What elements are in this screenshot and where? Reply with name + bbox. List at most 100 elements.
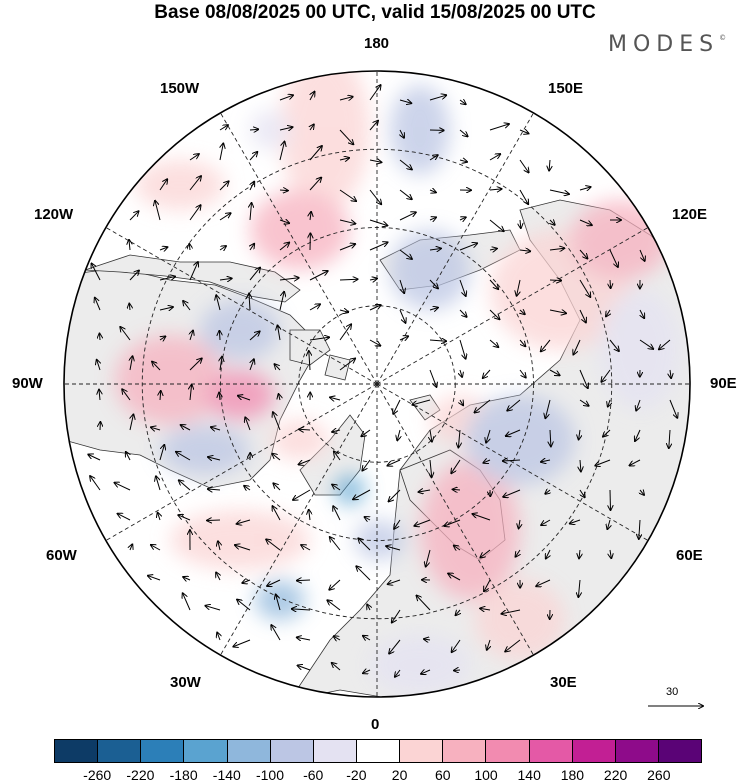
wind-vector	[159, 247, 167, 250]
wind-vector	[454, 670, 461, 671]
wind-vector	[630, 459, 641, 466]
anomaly-blob	[370, 635, 470, 695]
colorbar-swatch	[658, 740, 702, 762]
wind-vector	[394, 519, 401, 529]
colorbar-tick-label: 180	[560, 767, 585, 783]
anomaly-blob	[270, 420, 330, 460]
wind-vector	[609, 339, 619, 351]
wind-vector	[549, 280, 561, 281]
wind-vector	[279, 292, 284, 311]
anomaly-blob	[475, 580, 565, 660]
wind-vector	[293, 489, 311, 500]
colorbar-tick-label: 260	[647, 767, 671, 783]
wind-vector	[607, 519, 610, 529]
colorbar-swatch	[443, 740, 487, 762]
wind-vector	[452, 639, 461, 652]
wind-vector	[640, 490, 644, 495]
wind-vector	[579, 309, 586, 322]
wind-vector	[429, 340, 446, 341]
wind-vector	[219, 278, 232, 280]
wind-vector	[279, 127, 293, 130]
wind-vector	[211, 427, 221, 430]
wind-vector	[579, 429, 580, 439]
wind-vector	[399, 249, 412, 259]
wind-vector	[578, 579, 580, 597]
wind-vector	[250, 203, 252, 221]
anomaly-blob	[355, 520, 405, 560]
wind-vector	[339, 97, 353, 100]
wind-vector	[545, 399, 551, 418]
wind-vector	[549, 310, 566, 313]
meridian-line	[220, 383, 378, 656]
lon-label-30e: 30E	[550, 674, 577, 691]
wind-vector	[595, 459, 611, 466]
wind-vector	[640, 309, 644, 318]
wind-vector	[279, 220, 289, 223]
lon-label-bottom: 0	[371, 716, 380, 733]
wind-vector	[273, 506, 281, 521]
wind-vector	[484, 579, 491, 591]
wind-vector	[459, 129, 468, 136]
wind-vector	[541, 339, 551, 351]
colorbar-swatch	[55, 740, 99, 762]
lat-lon-grid	[64, 71, 690, 697]
wind-vector	[249, 152, 257, 161]
wind-vector	[480, 549, 491, 558]
wind-vector	[609, 249, 618, 267]
wind-vector	[549, 248, 564, 250]
wind-vector	[249, 331, 260, 341]
wind-vector	[503, 489, 521, 497]
wind-vector	[545, 490, 550, 494]
wind-vector	[453, 489, 461, 490]
wind-vector	[386, 546, 401, 551]
wind-vector	[489, 309, 499, 319]
wind-vector	[310, 125, 314, 131]
wind-vector	[279, 394, 281, 401]
wind-vector	[309, 337, 329, 340]
wind-vector	[459, 279, 466, 296]
wind-vector	[156, 476, 161, 491]
colorbar-tick-label: -140	[212, 767, 241, 783]
wind-vector	[120, 327, 131, 341]
anomaly-blob	[280, 71, 370, 210]
wind-vector	[502, 609, 521, 614]
wind-vector	[249, 268, 260, 281]
wind-vector	[220, 144, 223, 161]
wind-vector	[339, 324, 351, 341]
wind-vector	[176, 452, 191, 461]
wind-vector	[332, 430, 341, 432]
wind-vector	[541, 460, 551, 462]
wind-vector	[90, 476, 101, 491]
colorbar-tick-label: -100	[255, 767, 285, 783]
wind-vector	[573, 339, 581, 355]
meridian-line	[376, 383, 649, 541]
wind-vector	[358, 538, 371, 551]
wind-vector	[400, 129, 404, 138]
anomaly-blob	[465, 395, 575, 485]
wind-vector	[458, 429, 460, 447]
wind-vector	[361, 429, 371, 436]
wind-vector	[250, 244, 254, 251]
wind-vector	[670, 369, 671, 378]
wind-vector	[155, 201, 161, 221]
wind-vector	[183, 593, 191, 611]
anomaly-blob	[170, 510, 310, 570]
wind-vector	[429, 308, 438, 310]
wind-vector	[330, 537, 341, 551]
anomaly-blob	[600, 290, 680, 410]
wind-vector	[516, 549, 521, 557]
colorbar-swatch	[98, 740, 142, 762]
wind-vector	[339, 359, 355, 371]
wind-vector	[475, 399, 491, 413]
lon-label-150e: 150E	[548, 80, 584, 97]
wind-vector	[298, 666, 311, 671]
lon-label-top: 180	[364, 35, 390, 52]
wind-vector	[339, 189, 356, 201]
wind-vector	[429, 155, 438, 161]
wind-vector	[412, 399, 431, 405]
wind-vector	[480, 608, 491, 610]
wind-vector	[250, 359, 254, 371]
wind-vector	[489, 249, 497, 251]
wind-vector	[242, 580, 251, 583]
wind-vector	[207, 520, 221, 521]
